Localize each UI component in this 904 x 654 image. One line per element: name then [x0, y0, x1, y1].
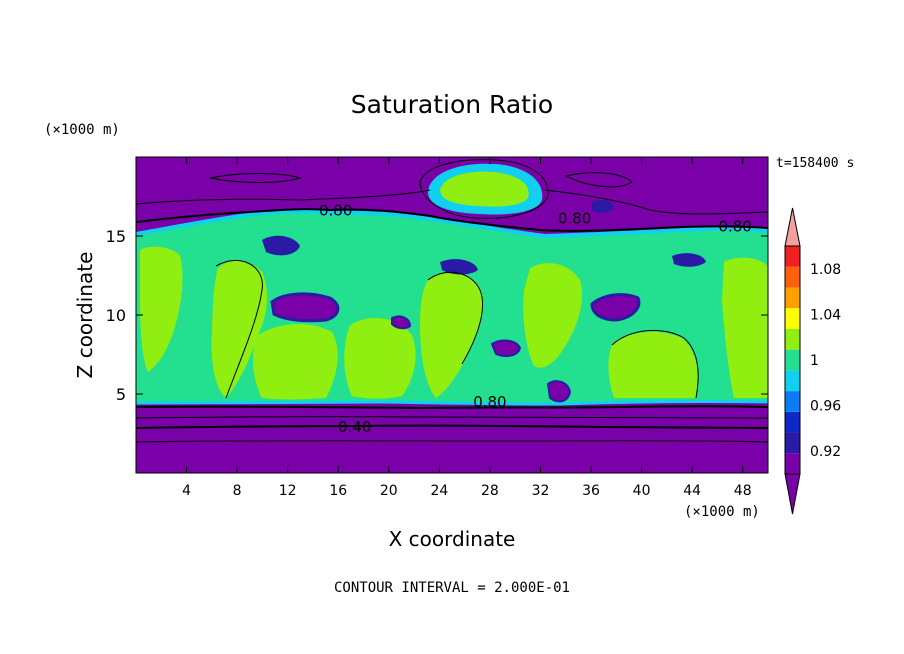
contour-line-sky-2: [419, 159, 549, 219]
contour-value-label: 0.80: [319, 202, 352, 220]
colorbar-swatch: [785, 266, 800, 288]
contour-line-sky-1: [209, 173, 302, 183]
x-axis: 4 8 12 16 20 24 28 32 36 40 44 48: [182, 157, 752, 499]
x-tick-label: 48: [734, 483, 752, 499]
x-tick-label: 8: [233, 483, 242, 499]
contour-line-bottom-080: [136, 405, 768, 410]
lime-region-2: [253, 324, 338, 400]
dry-hole-5: [391, 315, 412, 330]
lime-region-5: [523, 263, 583, 368]
colorbar-swatch: [785, 287, 800, 309]
contour-line-low-1: [136, 416, 768, 419]
colorbar-under-triangle: [784, 473, 801, 515]
contour-line-layer-3: [427, 271, 484, 365]
y-tick-label: 15: [106, 227, 126, 246]
lime-region-4: [420, 273, 484, 398]
blue-patch-2: [440, 259, 478, 275]
lime-region-3: [344, 317, 416, 399]
colorbar-swatch: [785, 453, 800, 474]
x-tick-label: 40: [633, 483, 651, 499]
colorbar-label: 1.08: [810, 262, 841, 278]
blue-patch-1: [262, 235, 300, 256]
lime-region-west: [140, 246, 183, 372]
contour-value-label: 0.80: [718, 218, 751, 236]
contour-line-layer-1: [215, 259, 263, 399]
contour-line-040: [136, 424, 768, 429]
x-tick-label: 24: [430, 483, 448, 499]
contour-line-top-080: [136, 208, 768, 232]
lime-region-east: [722, 257, 768, 398]
x-unit-label: (×1000 m): [684, 504, 760, 520]
colorbar: 1.08 1.04 1 0.96 0.92: [784, 207, 841, 515]
x-tick-label: 28: [481, 483, 499, 499]
x-tick-label: 12: [279, 483, 297, 499]
y-axis-label: Z coordinate: [73, 252, 97, 379]
colorbar-swatch: [785, 411, 800, 433]
colorbar-label: 0.92: [810, 444, 841, 460]
contour-interval-note: CONTOUR INTERVAL = 2.000E-01: [334, 580, 570, 596]
contour-value-label: 0.80: [558, 210, 591, 228]
y-axis: 5 10 15: [106, 227, 768, 404]
y-unit-label: (×1000 m): [44, 122, 120, 138]
layer-top-edge: [136, 209, 768, 239]
colorbar-frame: [784, 245, 801, 475]
upper-cloud-core: [440, 171, 529, 207]
colorbar-swatch: [785, 432, 800, 454]
colorbar-swatch: [785, 349, 800, 371]
chart-title: Saturation Ratio: [351, 90, 553, 119]
colorbar-over-triangle: [784, 207, 801, 247]
x-tick-label: 32: [532, 483, 550, 499]
dry-hole-3: [490, 339, 522, 357]
dry-hole-4: [546, 380, 572, 403]
colorbar-label: 1: [810, 353, 819, 369]
contour-line-low-2: [136, 440, 768, 443]
x-tick-label: 36: [582, 483, 600, 499]
y-tick-label: 5: [116, 385, 126, 404]
colorbar-swatch: [785, 370, 800, 392]
lime-region-1: [211, 260, 267, 398]
colorbar-swatch: [785, 391, 800, 412]
lime-region-6: [608, 331, 698, 398]
colorbar-swatch: [785, 328, 800, 350]
y-tick-label: 10: [106, 306, 126, 325]
x-tick-label: 16: [329, 483, 347, 499]
contour-line-layer-2: [611, 329, 699, 399]
contour-value-label: 0.40: [338, 418, 371, 436]
dry-hole-1: [270, 292, 340, 323]
colorbar-swatch: [785, 308, 800, 329]
dry-hole-2: [590, 293, 641, 322]
x-tick-label: 44: [683, 483, 701, 499]
colorbar-label: 0.96: [810, 399, 841, 415]
blue-patch-4: [592, 200, 614, 213]
time-label: t=158400 s: [776, 156, 854, 171]
contour-line-sky-3: [564, 172, 633, 188]
layer-bottom-edge: [136, 400, 768, 406]
blue-patch-3: [672, 253, 706, 267]
contour-line-top-upper: [136, 189, 768, 215]
x-axis-label: X coordinate: [389, 527, 516, 551]
contour-value-label: 0.80: [473, 393, 506, 411]
x-tick-label: 20: [380, 483, 398, 499]
contour-field: [136, 157, 768, 473]
contour-labels: 0.80 0.80 0.80 0.80 0.40: [319, 202, 752, 436]
colorbar-swatch: [785, 246, 800, 267]
colorbar-label: 1.04: [810, 307, 841, 323]
x-tick-label: 4: [182, 483, 191, 499]
